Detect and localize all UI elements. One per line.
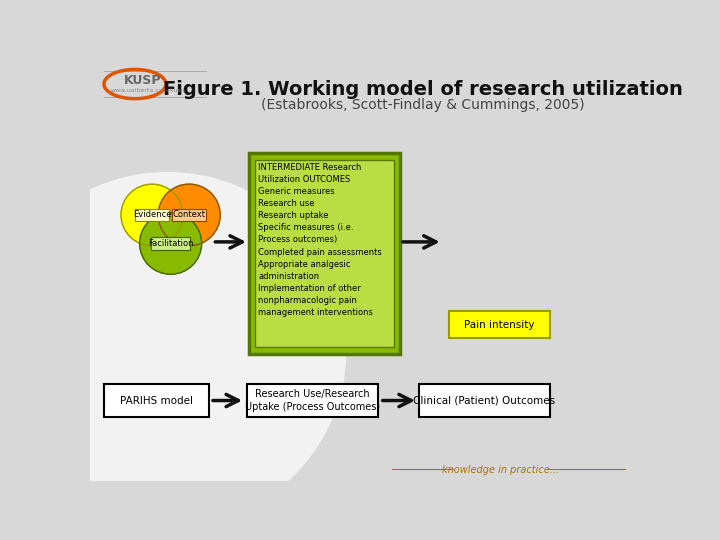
- Text: KUSP: KUSP: [124, 75, 161, 87]
- Text: Clinical (Patient) Outcomes: Clinical (Patient) Outcomes: [413, 395, 556, 406]
- FancyBboxPatch shape: [135, 209, 169, 221]
- FancyBboxPatch shape: [151, 237, 190, 249]
- Text: (Estabrooks, Scott-Findlay & Cummings, 2005): (Estabrooks, Scott-Findlay & Cummings, 2…: [261, 98, 585, 112]
- Text: PARIHS model: PARIHS model: [120, 395, 193, 406]
- Text: Context: Context: [173, 211, 206, 219]
- FancyBboxPatch shape: [172, 209, 206, 221]
- FancyBboxPatch shape: [255, 159, 394, 347]
- Circle shape: [140, 213, 202, 274]
- FancyBboxPatch shape: [419, 384, 549, 417]
- Text: Pain intensity: Pain intensity: [464, 320, 534, 330]
- FancyBboxPatch shape: [246, 384, 378, 417]
- FancyBboxPatch shape: [249, 153, 400, 354]
- FancyBboxPatch shape: [104, 384, 209, 417]
- Text: knowledge in practice...: knowledge in practice...: [442, 465, 559, 475]
- Text: Figure 1. Working model of research utilization: Figure 1. Working model of research util…: [163, 80, 683, 99]
- Text: INTERMEDIATE Research
Utilization OUTCOMES
Generic measures
Research use
Researc: INTERMEDIATE Research Utilization OUTCOM…: [258, 163, 382, 318]
- FancyBboxPatch shape: [449, 311, 549, 338]
- Circle shape: [121, 184, 183, 246]
- Text: Evidence: Evidence: [132, 211, 171, 219]
- Text: www.ualberta.ca/~kusp: www.ualberta.ca/~kusp: [111, 87, 186, 93]
- Circle shape: [0, 173, 346, 527]
- Circle shape: [158, 184, 220, 246]
- Text: Research Use/Research
Uptake (Process Outcomes): Research Use/Research Uptake (Process Ou…: [245, 389, 380, 411]
- Text: Facilitation: Facilitation: [148, 239, 194, 248]
